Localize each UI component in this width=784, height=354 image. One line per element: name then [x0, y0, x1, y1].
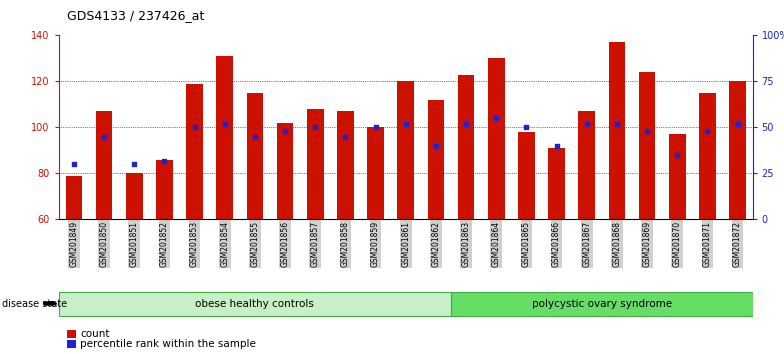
Bar — [488, 58, 505, 219]
Bar — [96, 111, 112, 219]
Point — [731, 121, 744, 127]
Point — [671, 152, 684, 158]
Point — [339, 134, 352, 139]
Point — [459, 121, 472, 127]
Point — [611, 121, 623, 127]
Text: obese healthy controls: obese healthy controls — [195, 298, 314, 309]
Text: GDS4133 / 237426_at: GDS4133 / 237426_at — [67, 9, 204, 22]
Bar — [397, 81, 414, 219]
Bar — [277, 123, 293, 219]
Bar — [458, 74, 474, 219]
Bar — [639, 72, 655, 219]
Bar — [608, 42, 625, 219]
Bar — [367, 127, 384, 219]
Bar — [518, 132, 535, 219]
Bar — [216, 56, 233, 219]
Point — [309, 125, 321, 130]
Bar — [156, 160, 172, 219]
Text: percentile rank within the sample: percentile rank within the sample — [80, 339, 256, 349]
Point — [219, 121, 231, 127]
Bar — [337, 111, 354, 219]
Point — [399, 121, 412, 127]
Point — [520, 125, 532, 130]
Bar — [548, 148, 564, 219]
Bar — [579, 111, 595, 219]
Point — [188, 125, 201, 130]
FancyBboxPatch shape — [451, 292, 753, 315]
Bar — [187, 84, 203, 219]
FancyBboxPatch shape — [59, 292, 451, 315]
Text: count: count — [80, 329, 110, 339]
Point — [98, 134, 111, 139]
Text: polycystic ovary syndrome: polycystic ovary syndrome — [532, 298, 672, 309]
Bar — [247, 93, 263, 219]
Point — [580, 121, 593, 127]
Point — [369, 125, 382, 130]
Point — [249, 134, 261, 139]
Point — [550, 143, 563, 149]
Point — [67, 161, 80, 167]
Point — [490, 115, 503, 121]
Point — [128, 161, 140, 167]
Bar — [669, 134, 685, 219]
Bar — [307, 109, 324, 219]
Bar — [699, 93, 716, 219]
Bar — [126, 173, 143, 219]
Point — [158, 158, 171, 164]
Point — [701, 128, 713, 134]
Text: disease state: disease state — [2, 298, 67, 309]
Point — [641, 128, 653, 134]
Bar — [66, 176, 82, 219]
Bar — [729, 81, 746, 219]
Bar — [427, 100, 445, 219]
Point — [430, 143, 442, 149]
Point — [279, 128, 292, 134]
